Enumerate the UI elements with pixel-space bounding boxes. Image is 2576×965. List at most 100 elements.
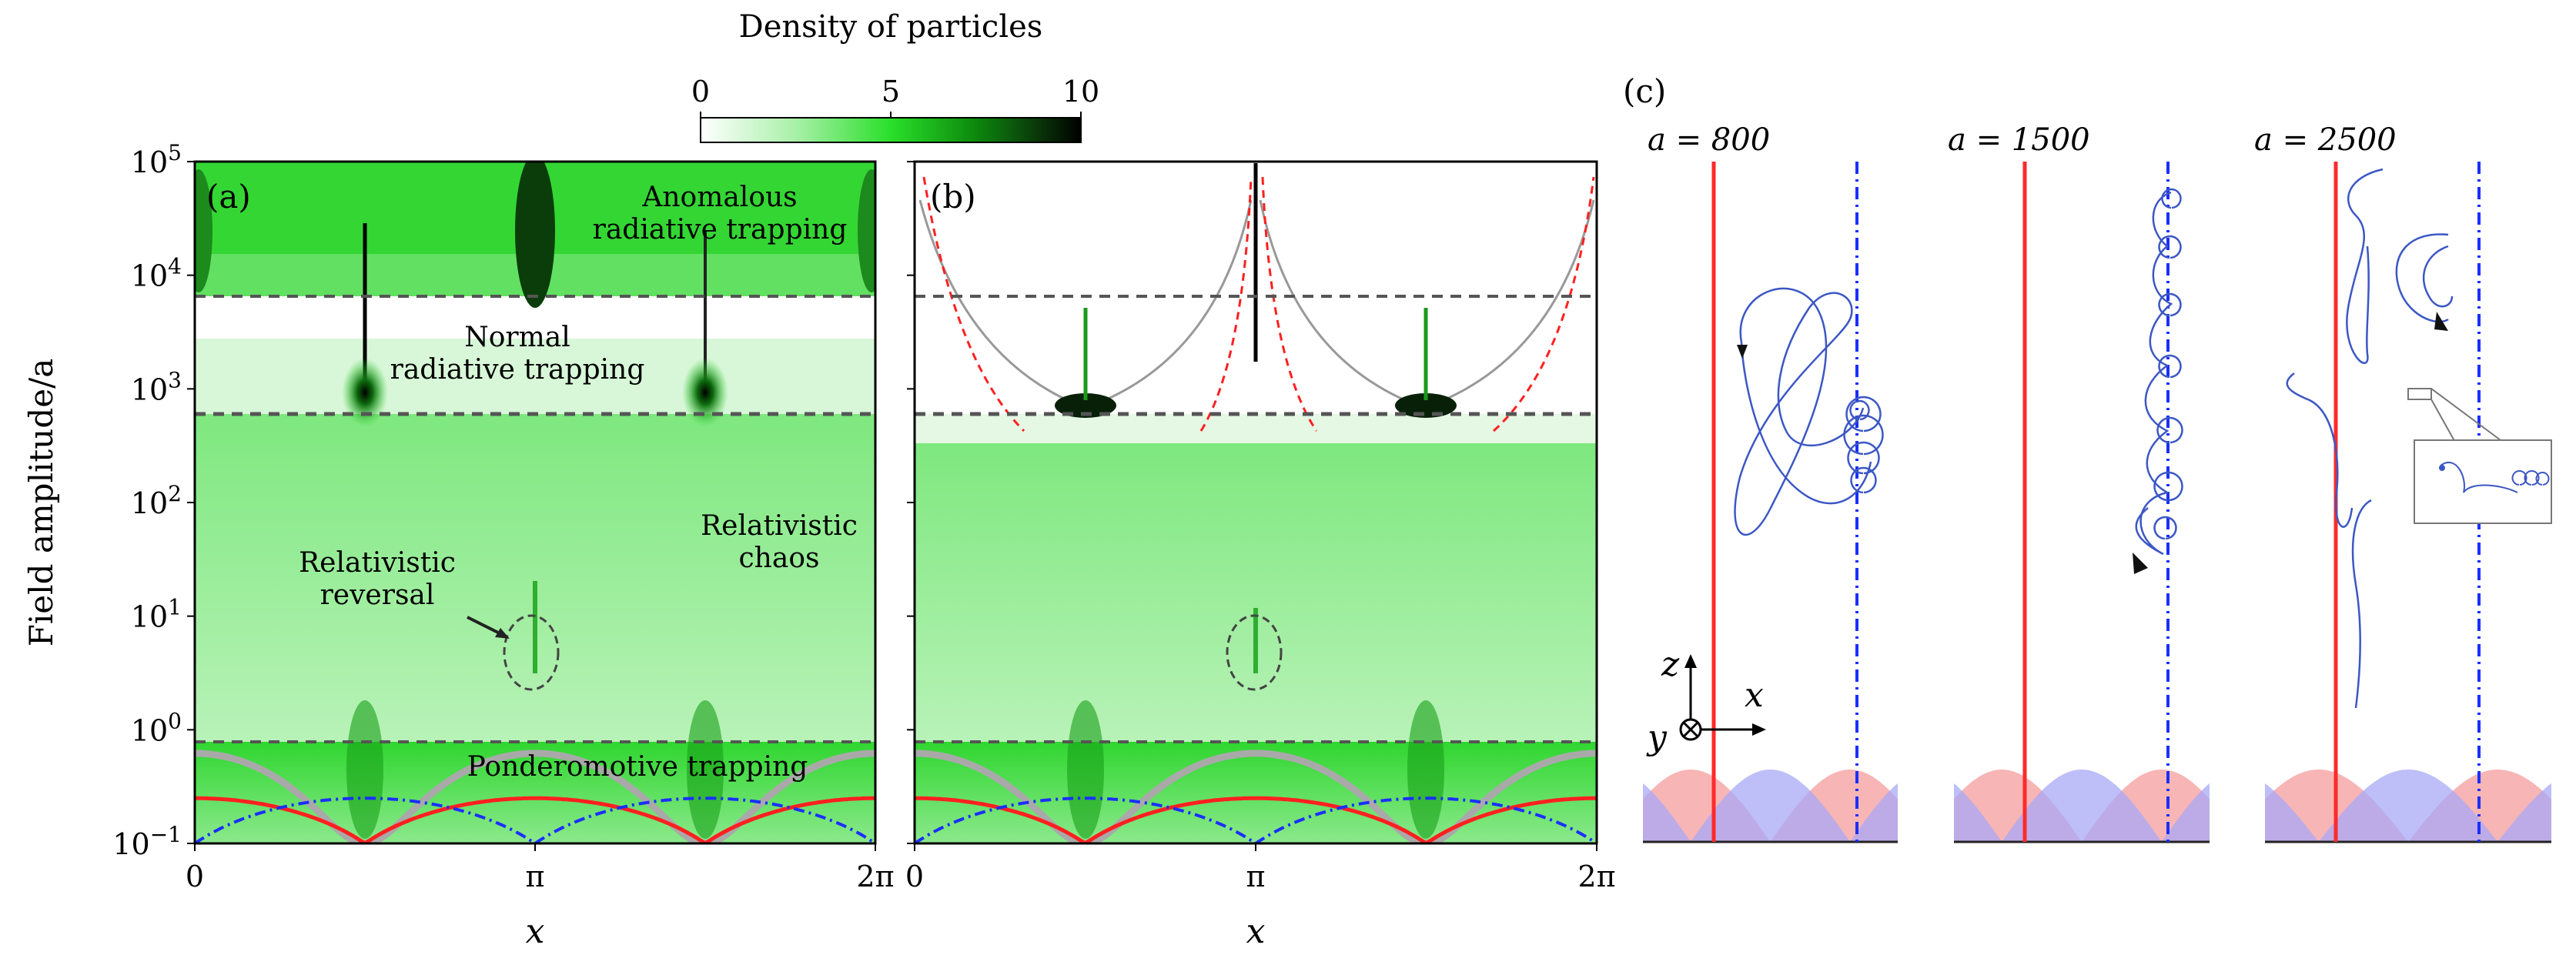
trajectory-800-tail xyxy=(1740,342,1872,505)
region-chaos-line2: chaos xyxy=(739,543,820,574)
panel-a-ponder-glow-right xyxy=(687,700,724,839)
z-glyph: z xyxy=(1661,645,1680,684)
x-arrowhead xyxy=(1752,723,1766,736)
panel-b-gray-arch-center-right xyxy=(1259,199,1425,409)
inset-leader-top xyxy=(2430,388,2501,441)
inset-start-dot xyxy=(2439,465,2445,471)
y-tick-label: 105 xyxy=(131,140,182,179)
inset-source-box xyxy=(2407,388,2432,400)
panel-a-thresholds xyxy=(195,295,875,743)
x-tick-label: 2π xyxy=(1577,860,1615,893)
panel-a-hotspot-top-center xyxy=(515,162,555,308)
colorbar-title: Density of particles xyxy=(739,9,1043,45)
trajectory-2500-side xyxy=(2286,372,2354,528)
colorbar-tick-label-10: 10 xyxy=(1062,75,1099,109)
coordinate-axes-icon: z x y xyxy=(1646,645,1766,757)
trajectory-1500 xyxy=(2135,188,2183,556)
trajectory-2500-hook2 xyxy=(2422,245,2454,308)
inset-zoom xyxy=(2414,439,2552,524)
trajectory-2500 xyxy=(2286,168,2454,709)
panel-a-hotspot-left xyxy=(342,358,388,427)
y-tick-label: 101 xyxy=(131,595,182,634)
case-label-1500: a = 1500 xyxy=(1948,122,2090,158)
y-tick-label: 100 xyxy=(131,708,182,747)
panel-b-gray-arch-center-left xyxy=(1085,199,1253,409)
panel-b-gray-arch-right xyxy=(1423,199,1595,409)
inset-loops xyxy=(2511,470,2550,486)
trajectory-800-loops xyxy=(1843,396,1884,494)
panel-a-blue-curve xyxy=(195,796,875,843)
z-arrowhead xyxy=(1684,654,1697,668)
trajectory-800 xyxy=(1734,287,1884,536)
y-tick-label: 102 xyxy=(131,481,182,520)
panel-c-label: (c) xyxy=(1623,72,1666,110)
panel-b-thresholds xyxy=(915,295,1597,743)
panel-b-label: (b) xyxy=(930,178,976,215)
panel-a-hotspot-right xyxy=(682,358,728,427)
panel-b-red-curve xyxy=(915,796,1597,843)
x-tick-label: 0 xyxy=(905,860,924,893)
panel-b-chaos-band xyxy=(915,443,1597,742)
x-tick-label: π xyxy=(1246,860,1266,893)
panel-b-transition-band xyxy=(915,414,1597,443)
panel-b-reversal-ring xyxy=(1226,614,1283,691)
case-label-800: a = 800 xyxy=(1648,122,1770,158)
y-cross-icon xyxy=(1682,721,1699,738)
trajectory-1500-arrow-icon xyxy=(2133,553,2148,574)
panel-b-gray-arch-left xyxy=(918,199,1086,409)
y-axis-ticks: 105 104 103 102 101 100 10−1 xyxy=(112,140,915,861)
y-tick-label: 10−1 xyxy=(112,822,182,861)
colorbar-gradient xyxy=(700,117,1082,143)
panel-a-label: (a) xyxy=(206,178,251,215)
region-reversal-line2: reversal xyxy=(320,579,435,611)
trajectory-800-loop xyxy=(1734,287,1865,536)
trajectory-1500-loops xyxy=(2153,188,2183,540)
panel-b xyxy=(915,162,1597,843)
trajectory-2500-hook xyxy=(2395,233,2449,323)
panel-b-hotspot-left xyxy=(1055,393,1116,418)
panel-a-reversal-ring xyxy=(503,614,560,691)
inset-trajectory xyxy=(2440,462,2518,493)
trajectory-2500-arrow-icon xyxy=(2434,312,2448,331)
panel-b-red-dash-center-left xyxy=(1199,176,1253,432)
colorbar-tick-label-5: 5 xyxy=(882,75,900,109)
panel-a-ponderomotive-band xyxy=(195,742,875,843)
case-label-2500: a = 2500 xyxy=(2254,122,2397,158)
panel-a xyxy=(195,162,875,843)
panel-a-chaos-band xyxy=(195,414,875,742)
y-axis-label: Field amplitude/a xyxy=(22,359,60,647)
panel-a-hotspot-top-left xyxy=(195,169,212,292)
region-ponderomotive: Ponderomotive trapping xyxy=(467,751,808,783)
magnetic-envelope xyxy=(1643,770,1898,842)
y-glyph: y xyxy=(1646,718,1668,757)
trajectory-800-arrow-icon xyxy=(1737,345,1748,359)
panel-a-normal-lower xyxy=(195,339,875,416)
region-reversal-line1: Relativistic xyxy=(299,547,456,579)
trajectory-2500-upper xyxy=(2346,168,2384,364)
panel-a-curves xyxy=(195,750,875,843)
magnetic-envelope xyxy=(1954,770,2210,842)
inset-frame xyxy=(2414,439,2552,524)
y-tick-label: 103 xyxy=(131,367,182,406)
subpanel-2 xyxy=(1954,162,2210,843)
x-axis-ticks: 0 π 2π 0 π 2π xyxy=(186,843,1616,893)
region-normal-line2: radiative trapping xyxy=(390,354,645,386)
region-chaos-line1: Relativistic xyxy=(701,510,858,542)
colorbar-tick-label-0: 0 xyxy=(691,75,710,109)
panel-b-hotspot-right xyxy=(1395,393,1457,418)
panel-b-red-dash-left xyxy=(922,176,1025,432)
panel-b-red-dash-right xyxy=(1492,176,1595,432)
region-anomalous-line2: radiative trapping xyxy=(593,214,848,245)
panel-a-ponder-glow-left xyxy=(346,700,383,839)
panel-a-red-curve xyxy=(195,796,875,843)
panel-b-ponder-glow-right xyxy=(1407,700,1444,839)
x-tick-label: 0 xyxy=(186,860,204,893)
panel-a-hotspot-top-right xyxy=(858,169,875,292)
x-tick-label: 2π xyxy=(856,860,894,893)
colorbar: 0 5 10 xyxy=(691,75,1099,143)
y-tick-label: 104 xyxy=(131,254,182,293)
x-glyph: x xyxy=(1745,676,1764,715)
panel-b-x-axis-label: x xyxy=(1246,912,1266,951)
panel-a-x-axis-label: x xyxy=(526,912,545,951)
